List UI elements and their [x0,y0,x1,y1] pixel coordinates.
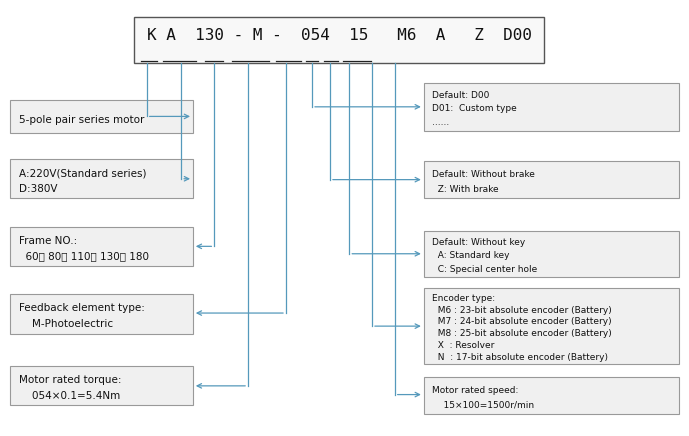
Text: C: Special center hole: C: Special center hole [432,265,537,273]
Text: 5-pole pair series motor: 5-pole pair series motor [19,115,144,125]
Bar [424,377,679,414]
Text: ......: ...... [432,118,449,127]
Text: Frame NO.:: Frame NO.: [19,236,77,246]
Text: Motor rated torque:: Motor rated torque: [19,375,121,385]
Text: M8 : 25-bit absolute encoder (Battery): M8 : 25-bit absolute encoder (Battery) [432,329,612,338]
Bar [10,294,193,334]
Text: Motor rated speed:: Motor rated speed: [432,386,518,395]
Text: A:220V(Standard series): A:220V(Standard series) [19,168,146,178]
Bar [424,231,679,277]
Text: X  : Resolver: X : Resolver [432,341,495,350]
Text: 60、 80、 110、 130、 180: 60、 80、 110、 130、 180 [19,252,149,262]
Bar [10,159,193,198]
Text: 15×100=1500r/min: 15×100=1500r/min [432,401,534,410]
Text: M-Photoelectric: M-Photoelectric [19,319,113,329]
Bar [424,161,679,198]
Text: M7 : 24-bit absolute encoder (Battery): M7 : 24-bit absolute encoder (Battery) [432,317,612,326]
Text: K A  130 - M -  054  15   M6  A   Z  D00: K A 130 - M - 054 15 M6 A Z D00 [147,28,532,44]
Text: Default: D00: Default: D00 [432,91,489,100]
Text: Feedback element type:: Feedback element type: [19,303,145,313]
Text: N  : 17-bit absolute encoder (Battery): N : 17-bit absolute encoder (Battery) [432,353,608,361]
Bar [10,100,193,133]
Text: 054×0.1=5.4Nm: 054×0.1=5.4Nm [19,391,120,401]
Bar [424,83,679,131]
Text: Default: Without brake: Default: Without brake [432,170,535,179]
Text: A: Standard key: A: Standard key [432,252,509,260]
Text: M6 : 23-bit absolute encoder (Battery): M6 : 23-bit absolute encoder (Battery) [432,306,612,314]
Text: Default: Without key: Default: Without key [432,238,525,247]
Bar [134,17,544,63]
Bar [10,366,193,405]
Text: D01:  Custom type: D01: Custom type [432,104,517,113]
Bar [424,288,679,364]
Text: Z: With brake: Z: With brake [432,185,499,194]
Text: D:380V: D:380V [19,184,57,194]
Bar [10,227,193,266]
Text: Encoder type:: Encoder type: [432,294,495,303]
